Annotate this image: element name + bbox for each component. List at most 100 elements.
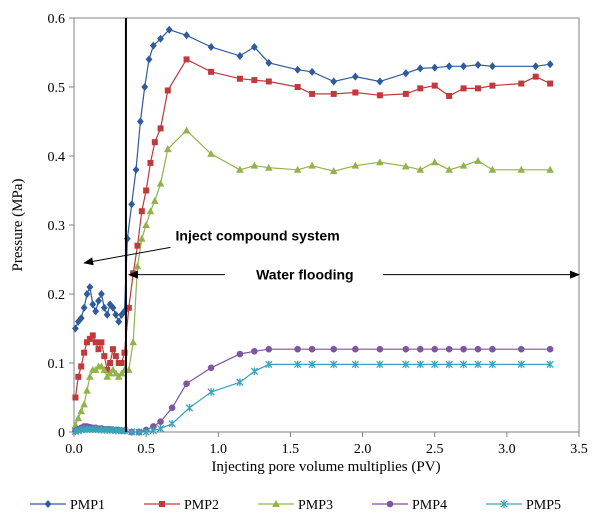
data-point-pmp1 [83,290,91,298]
data-point-pmp5 [459,360,468,369]
data-point-pmp5 [330,360,338,369]
data-point-pmp1 [236,51,244,60]
data-point-pmp4 [157,418,164,425]
data-point-pmp1 [416,64,424,73]
data-point-pmp3 [133,262,142,270]
data-point-pmp2 [294,84,301,90]
data-point-pmp2 [151,139,158,146]
legend-marker-pmp5 [500,500,508,508]
series-pmp3 [71,126,554,429]
data-point-pmp2 [107,360,114,366]
legend-marker-pmp2 [159,501,165,507]
y-tick-label: 0.6 [48,12,66,27]
legend-marker-pmp1 [44,500,52,508]
data-point-pmp2 [125,304,132,311]
data-point-pmp1 [103,310,111,319]
data-point-pmp3 [376,158,384,166]
compound-arrow [83,246,171,266]
data-point-pmp2 [92,339,99,346]
y-tick-label: 0.5 [48,81,66,96]
data-point-pmp1 [250,42,258,51]
legend-item-pmp2: PMP2 [144,498,219,513]
data-point-pmp2 [460,85,467,92]
data-point-pmp2 [121,349,128,356]
series-pmp5 [71,360,554,436]
data-point-pmp1 [351,72,359,81]
x-tick-label: 2.0 [354,442,372,457]
data-point-pmp2 [352,89,359,96]
data-point-pmp4 [376,345,384,353]
data-point-pmp3 [77,407,86,415]
data-point-pmp5 [207,388,215,396]
series-pmp4 [72,345,554,436]
series-layer [71,25,554,436]
data-point-pmp5 [142,428,150,436]
data-point-pmp3 [264,163,273,171]
data-point-pmp5 [168,419,176,428]
data-point-pmp2 [402,90,409,97]
data-point-pmp1 [77,314,85,323]
data-point-pmp3 [80,400,88,408]
data-point-pmp2 [475,85,481,92]
data-point-pmp3 [207,149,215,157]
data-point-pmp2 [72,394,79,401]
data-point-pmp1 [474,60,482,69]
data-point-pmp3 [546,165,554,173]
annotation-water-flooding: Water flooding [256,267,353,283]
data-point-pmp2 [83,339,90,346]
data-point-pmp1 [72,324,79,333]
data-point-pmp5 [250,367,259,376]
x-tick-label: 1.5 [282,442,300,457]
data-point-pmp2 [417,85,424,92]
x-tick-label: 0.5 [137,442,155,457]
series-pmp2 [72,56,554,401]
data-point-pmp1 [165,25,173,34]
data-point-pmp3 [182,126,191,134]
legend-marker-pmp4 [386,500,394,508]
legend-item-pmp3: PMP3 [258,498,333,513]
series-line-pmp4 [75,348,551,433]
data-point-pmp1 [265,58,273,67]
data-point-pmp5 [546,360,554,369]
data-point-pmp2 [547,80,554,87]
data-point-pmp2 [75,373,82,380]
legend-label: PMP1 [70,498,105,513]
annotation-inject-compound: Inject compound system [176,227,340,243]
data-point-pmp5 [236,378,244,387]
data-point-pmp5 [156,424,165,433]
y-tick-label: 0.2 [48,288,66,303]
data-point-pmp3 [74,414,83,422]
data-point-pmp2 [265,78,272,85]
data-point-pmp4 [489,345,496,353]
data-point-pmp2 [147,159,154,166]
legend-label: PMP3 [298,498,333,513]
data-point-pmp4 [183,380,190,388]
data-point-pmp3 [402,162,410,170]
data-point-pmp3 [351,161,360,169]
legend-item-pmp4: PMP4 [372,498,447,513]
data-point-pmp2 [78,363,85,370]
y-axis-title: Pressure (MPa) [10,179,26,272]
data-point-pmp3 [146,207,155,215]
data-point-pmp5 [416,360,424,369]
data-point-pmp1 [109,303,117,312]
data-point-pmp1 [89,300,97,309]
data-point-pmp5 [488,360,497,369]
legend-item-pmp5: PMP5 [486,498,561,513]
legend-label: PMP2 [184,498,219,513]
series-line-pmp1 [74,29,551,329]
data-point-pmp2 [130,270,137,277]
data-point-pmp5 [351,360,360,369]
data-point-pmp3 [100,365,109,373]
data-point-pmp2 [143,187,150,194]
data-point-pmp1 [128,200,136,209]
data-point-pmp2 [134,242,141,249]
data-point-pmp3 [308,161,316,169]
data-point-pmp2 [112,353,119,360]
data-point-pmp1 [460,62,467,71]
data-point-pmp5 [128,428,136,436]
data-point-pmp1 [532,62,540,71]
data-point-pmp2 [104,366,111,373]
data-point-pmp1 [445,62,453,71]
